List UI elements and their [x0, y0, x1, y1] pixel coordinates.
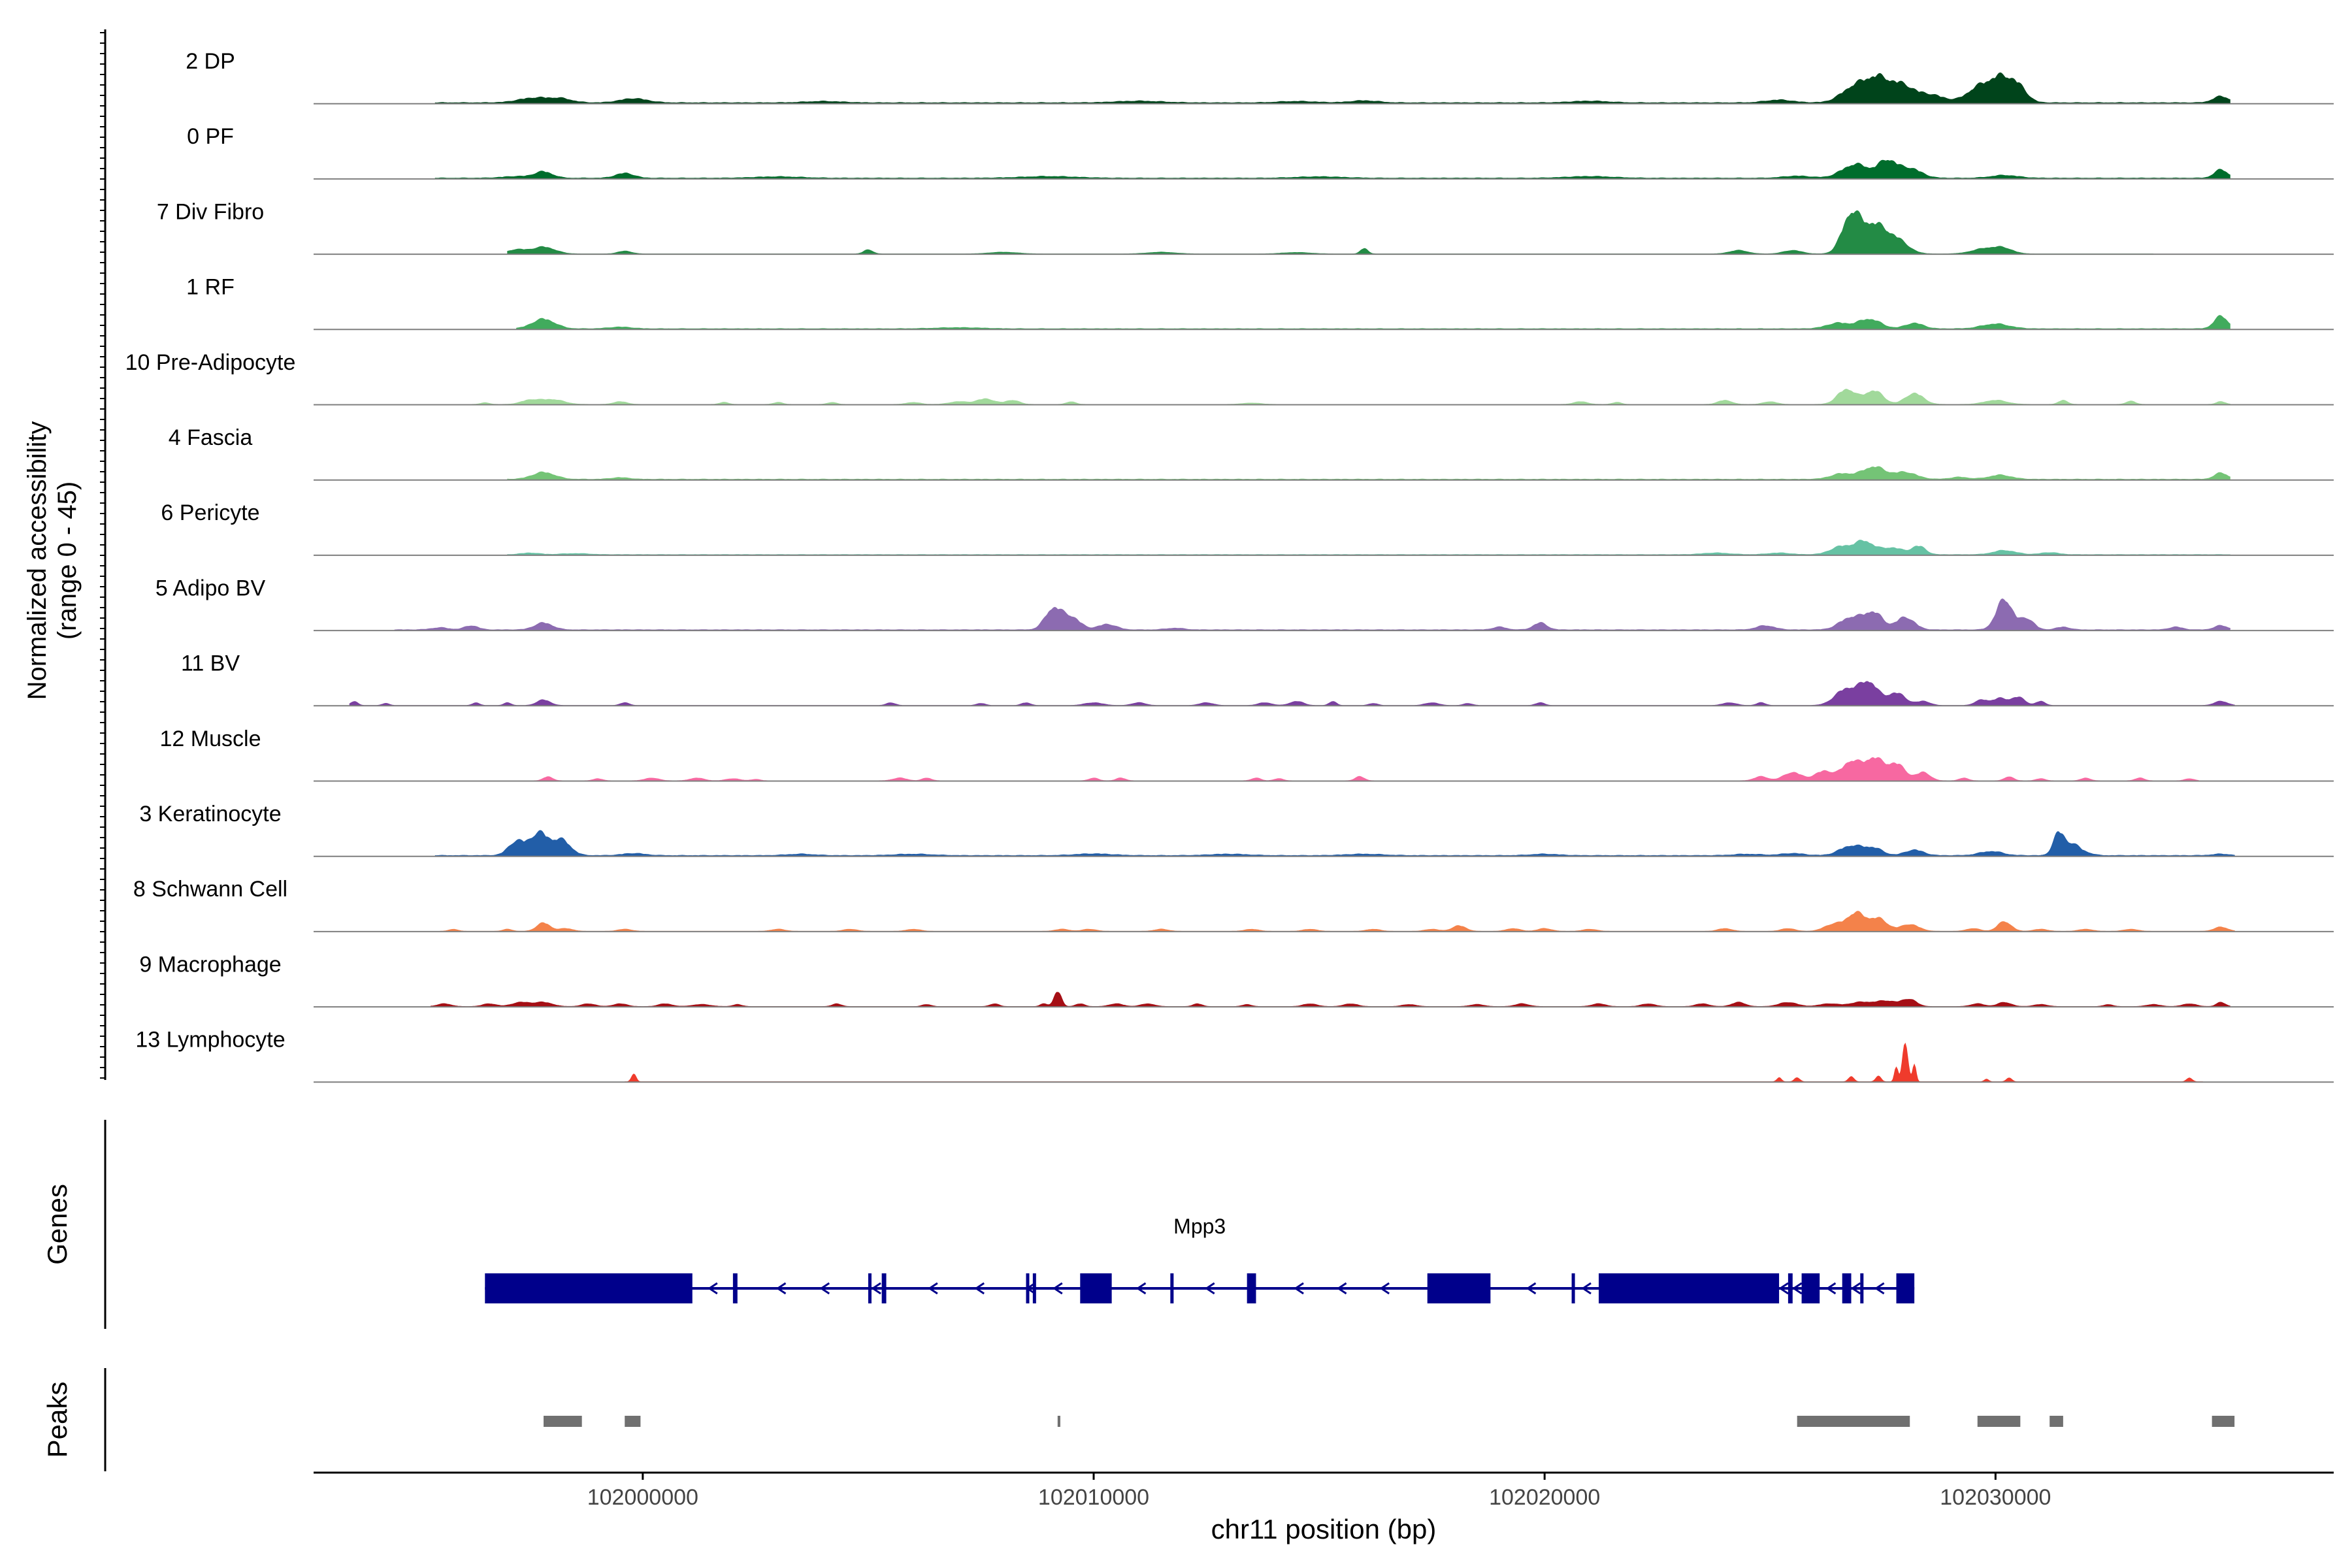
gene-exon [1896, 1273, 1915, 1303]
gene-exon [1860, 1273, 1864, 1303]
x-tick-label: 102010000 [1038, 1485, 1149, 1510]
track-label: 11 BV [181, 651, 240, 676]
strand-arrow [1825, 1282, 1837, 1295]
track-label: 3 Keratinocyte [139, 802, 281, 826]
strand-arrow [1791, 1282, 1803, 1295]
peak-region [1977, 1416, 2021, 1427]
gene-exon [485, 1273, 693, 1303]
strand-arrow [1294, 1282, 1304, 1295]
coverage-area [434, 72, 2230, 104]
track-3-keratinocyte: 3 Keratinocyte [139, 802, 2334, 857]
gene-exon [1032, 1273, 1036, 1303]
gene-exon [881, 1273, 887, 1303]
peak-regions-track [543, 1416, 2235, 1427]
track-7-div-fibro: 7 Div Fibro [157, 199, 2334, 255]
strand-arrow [871, 1282, 881, 1295]
track-1-rf: 1 RF [186, 275, 2334, 331]
peaks-panel-title: Peaks [42, 1382, 73, 1458]
track-6-pericyte: 6 Pericyte [161, 500, 2334, 556]
gene-exon [1599, 1273, 1780, 1303]
track-label: 12 Muscle [160, 727, 261, 751]
gene-name-label: Mpp3 [1173, 1215, 1226, 1238]
track-label: 7 Div Fibro [157, 199, 264, 224]
gene-exon [1026, 1273, 1030, 1303]
strand-arrow [1336, 1282, 1347, 1295]
track-label: 13 Lymphocyte [135, 1028, 285, 1053]
track-5-adipo-bv: 5 Adipo BV [155, 576, 2334, 632]
gene-mpp3: Mpp3 [485, 1215, 1915, 1303]
track-label: 5 Adipo BV [155, 576, 266, 600]
coverage-tracks: 2 DP 0 PF 7 Div Fibro 1 RF 10 Pre-Adipocyte 4… [125, 49, 2334, 1083]
track-label: 6 Pericyte [161, 500, 259, 525]
genes-panel-title: Genes [42, 1184, 73, 1265]
peak-region [625, 1416, 641, 1427]
coverage-y-axis-ticks [100, 32, 105, 1079]
gene-exon [732, 1273, 738, 1303]
strand-arrow [1205, 1282, 1215, 1295]
gene-exon [1170, 1273, 1174, 1303]
track-12-muscle: 12 Muscle [160, 727, 2334, 782]
x-axis-title: chr11 position (bp) [1211, 1514, 1437, 1544]
peak-region [543, 1416, 582, 1427]
track-label: 9 Macrophage [139, 952, 281, 977]
strand-arrow [1874, 1282, 1885, 1295]
y-axis-title-line2: (range 0 - 45) [53, 482, 82, 640]
track-label: 4 Fascia [169, 425, 253, 450]
track-label: 1 RF [186, 275, 235, 300]
track-4-fascia: 4 Fascia [169, 425, 2334, 481]
strand-arrow [776, 1282, 787, 1295]
strand-arrow [1850, 1282, 1861, 1295]
strand-arrow [1379, 1282, 1390, 1295]
strand-arrow [1053, 1282, 1063, 1295]
track-2-dp: 2 DP [186, 49, 2334, 105]
gene-exon [1801, 1273, 1820, 1303]
track-label: 10 Pre-Adipocyte [125, 350, 296, 375]
peak-region [1057, 1416, 1060, 1427]
track-label: 0 PF [187, 124, 234, 149]
coverage-area [434, 159, 2230, 179]
track-0-pf: 0 PF [187, 124, 2334, 180]
strand-arrow [819, 1282, 830, 1295]
coverage-area [394, 598, 2230, 631]
coverage-area [434, 830, 2235, 857]
strand-arrow [1581, 1282, 1592, 1295]
strand-arrow [1526, 1282, 1537, 1295]
x-tick-label: 102020000 [1489, 1485, 1600, 1510]
y-axis-title-line1: Normalized accessibility [23, 421, 52, 700]
gene-exon [1571, 1273, 1575, 1303]
peak-region [1797, 1416, 1910, 1427]
gene-annotation-track: Mpp3 [485, 1215, 1915, 1303]
x-tick-label: 102030000 [1940, 1485, 2051, 1510]
gene-exon [1247, 1273, 1256, 1303]
strand-arrow [974, 1282, 985, 1295]
peak-region [2212, 1416, 2235, 1427]
strand-arrow [1135, 1282, 1147, 1295]
gene-exon [1080, 1273, 1112, 1303]
gene-exon [868, 1273, 872, 1303]
track-10-pre-adipocyte: 10 Pre-Adipocyte [125, 350, 2334, 406]
track-9-macrophage: 9 Macrophage [139, 952, 2334, 1008]
track-8-schwann-cell: 8 Schwann Cell [133, 877, 2334, 932]
strand-arrow [1778, 1282, 1789, 1295]
track-label: 8 Schwann Cell [133, 877, 287, 902]
track-11-bv: 11 BV [181, 651, 2334, 707]
peak-region [2050, 1416, 2063, 1427]
track-label: 2 DP [186, 49, 235, 74]
x-axis-ticks: 102000000 102010000 102020000 102030000 [587, 1473, 2051, 1510]
gene-exon [1842, 1273, 1852, 1303]
gene-exon [1427, 1273, 1491, 1303]
strand-arrow [708, 1282, 718, 1295]
x-tick-label: 102000000 [587, 1485, 698, 1510]
gene-exon [1788, 1273, 1793, 1303]
strand-arrow [928, 1282, 938, 1295]
track-13-lymphocyte: 13 Lymphocyte [135, 1028, 2334, 1083]
